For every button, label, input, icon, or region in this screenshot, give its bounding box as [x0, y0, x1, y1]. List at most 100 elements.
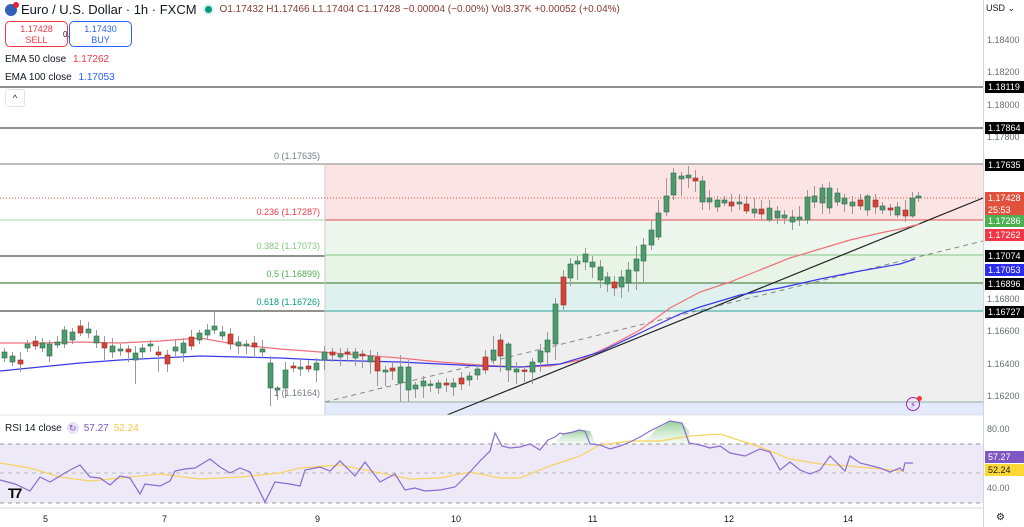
candle	[849, 201, 856, 207]
price-tag: 1.18119	[985, 81, 1024, 93]
rsi-line	[0, 420, 913, 504]
candle	[505, 343, 512, 371]
candle	[894, 206, 901, 216]
price-axis[interactable]: 1.18400 1.18200 1.18000 1.17800 1.16800 1.166…	[983, 0, 1024, 527]
chevron-down-icon: ⌄	[1007, 3, 1016, 13]
candle	[699, 180, 706, 203]
price-tick: 1.16800	[987, 294, 1020, 304]
candle	[450, 382, 457, 388]
candle	[251, 342, 258, 348]
candle	[663, 195, 670, 213]
candle	[125, 348, 132, 353]
candle	[887, 207, 894, 211]
candle	[879, 205, 886, 211]
time-tick: 5	[43, 514, 49, 524]
fib-label-0236: 0.236 (1.17287)	[256, 207, 320, 217]
rsi-legend[interactable]: RSI 14 close ↻ 57.27 52.24	[5, 422, 139, 434]
price-tag: 1.17074	[985, 250, 1024, 262]
fib-label-0618: 0.618 (1.16726)	[256, 297, 320, 307]
candle	[648, 229, 655, 246]
price-tag: 25:53	[985, 204, 1024, 216]
candle	[54, 341, 61, 346]
chart-canvas[interactable]	[0, 0, 983, 527]
fib-zone-extension	[325, 402, 983, 415]
candle	[132, 352, 139, 361]
candle	[1, 351, 8, 359]
price-tag: 1.16727	[985, 306, 1024, 318]
candle	[389, 367, 396, 372]
rsi-tick: 40.00	[987, 483, 1010, 493]
sell-button[interactable]: 1.17428 SELL	[5, 21, 68, 47]
candle	[204, 329, 211, 336]
horizontal-levels[interactable]	[0, 86, 983, 312]
refresh-icon[interactable]: ↻	[66, 422, 79, 434]
candle	[841, 197, 848, 205]
notification-dot	[917, 396, 922, 401]
collapse-legend-button[interactable]: ^	[5, 89, 25, 107]
buy-button[interactable]: 1.17430 BUY	[69, 21, 132, 47]
candle	[290, 365, 297, 369]
price-tick: 1.16200	[987, 391, 1020, 401]
candle	[267, 362, 274, 389]
candle	[282, 369, 289, 389]
symbol-legend[interactable]: Euro / U.S. Dollar · 1h · FXCM O1.17432 …	[5, 1, 620, 17]
candle	[367, 355, 374, 363]
candle	[811, 195, 818, 203]
candle	[521, 369, 528, 372]
tradingview-logo-icon[interactable]: T7	[8, 485, 22, 501]
indicator-ema50[interactable]: EMA 50 close 1.17262	[5, 54, 109, 65]
rsi-ma-value: 52.24	[113, 422, 139, 434]
candle	[227, 333, 234, 345]
indicator-ema100[interactable]: EMA 100 close 1.17053	[5, 72, 115, 83]
candle	[567, 263, 574, 279]
fib-label-1: 1 (1.16164)	[273, 388, 320, 398]
candle	[774, 210, 781, 219]
price-tag: 1.17262	[985, 229, 1024, 241]
flash-alert-icon[interactable]: ⚡	[906, 397, 920, 411]
candle	[101, 342, 108, 349]
candle	[633, 258, 640, 272]
time-tick: 9	[315, 514, 321, 524]
candle	[864, 195, 871, 211]
trend-line-solid[interactable]	[446, 197, 983, 416]
candle	[188, 336, 195, 347]
fib-zone-0382-05	[325, 255, 983, 283]
candle	[219, 331, 226, 337]
candle	[482, 356, 489, 371]
rsi-ma-line	[0, 433, 904, 482]
candle	[902, 209, 909, 217]
spread-value: 0.2	[63, 30, 74, 39]
candle	[435, 382, 442, 389]
candle	[382, 369, 389, 373]
candle	[139, 347, 146, 353]
time-tick: 10	[451, 514, 462, 524]
candle	[582, 253, 589, 263]
candle	[196, 332, 203, 341]
candle	[597, 266, 604, 281]
currency-selector[interactable]: USD ⌄	[986, 3, 1015, 14]
ema50-value: 1.17262	[72, 54, 110, 65]
candle	[359, 353, 366, 357]
trend-line-dashed[interactable]	[324, 240, 983, 403]
fib-label-05: 0.5 (1.16899)	[266, 269, 320, 279]
candle	[427, 383, 434, 386]
chevron-up-icon: ^	[12, 93, 18, 103]
time-tick: 7	[162, 514, 168, 524]
candle	[297, 366, 304, 370]
candle	[352, 351, 359, 359]
candle	[259, 348, 266, 353]
fib-zone-0-0236	[325, 164, 983, 220]
candle	[670, 172, 677, 196]
candle	[117, 348, 124, 352]
candle	[420, 380, 427, 387]
candle	[24, 343, 31, 349]
candle	[443, 382, 450, 386]
candle	[147, 343, 154, 347]
rsi-value: 57.27	[83, 422, 109, 434]
time-tick: 14	[843, 514, 854, 524]
candle	[552, 303, 559, 345]
ohlc-values: O1.17432 H1.17466 L1.17404 C1.17428 −0.0…	[219, 4, 620, 15]
ema100-value: 1.17053	[78, 72, 115, 83]
settings-gear-icon[interactable]: ⚙	[996, 512, 1005, 523]
candle	[172, 346, 179, 352]
